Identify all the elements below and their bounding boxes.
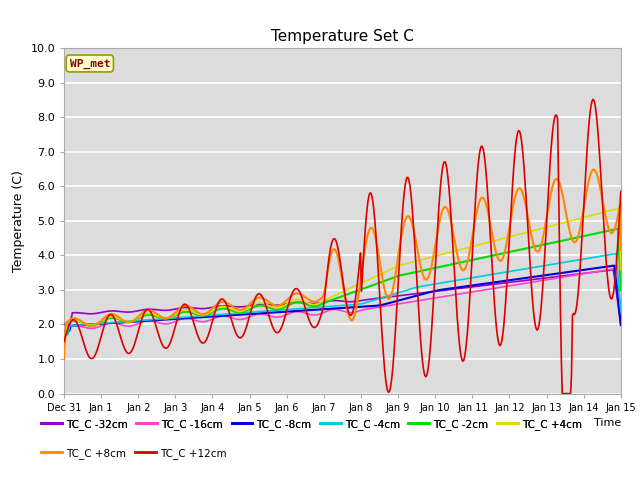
Legend: TC_C +8cm, TC_C +12cm: TC_C +8cm, TC_C +12cm	[37, 444, 230, 463]
Line: TC_C -2cm: TC_C -2cm	[64, 229, 621, 331]
Text: WP_met: WP_met	[70, 59, 110, 69]
TC_C -8cm	[617, 322, 625, 328]
TC_C +8cm	[60, 356, 68, 362]
Line: TC_C -4cm: TC_C -4cm	[64, 253, 621, 335]
TC_C +12cm	[479, 146, 487, 152]
TC_C +12cm	[204, 335, 211, 341]
TC_C -2cm	[617, 288, 625, 293]
TC_C -16cm	[432, 295, 440, 301]
TC_C +12cm	[432, 255, 440, 261]
TC_C -32cm	[479, 283, 487, 288]
TC_C -32cm	[617, 322, 625, 327]
TC_C -8cm	[479, 281, 487, 287]
TC_C -2cm	[204, 312, 211, 318]
TC_C -8cm	[432, 288, 440, 294]
TC_C -2cm	[479, 255, 487, 261]
TC_C -2cm	[60, 328, 68, 334]
Title: Temperature Set C: Temperature Set C	[271, 29, 414, 44]
TC_C -4cm	[479, 273, 487, 279]
TC_C +4cm	[479, 241, 487, 247]
TC_C +4cm	[159, 315, 166, 321]
Legend: TC_C -32cm, TC_C -16cm, TC_C -8cm, TC_C -4cm, TC_C -2cm, TC_C +4cm: TC_C -32cm, TC_C -16cm, TC_C -8cm, TC_C …	[37, 415, 586, 434]
TC_C -8cm	[312, 307, 320, 312]
TC_C -8cm	[60, 328, 68, 334]
TC_C -4cm	[612, 251, 620, 256]
TC_C +4cm	[60, 339, 68, 345]
Y-axis label: Temperature (C): Temperature (C)	[12, 170, 25, 272]
Line: TC_C -16cm: TC_C -16cm	[64, 268, 621, 335]
TC_C -16cm	[617, 315, 625, 321]
TC_C -2cm	[159, 315, 166, 321]
TC_C -16cm	[159, 321, 166, 326]
TC_C +4cm	[204, 311, 211, 317]
TC_C +4cm	[617, 267, 625, 273]
TC_C -4cm	[312, 305, 320, 311]
TC_C +8cm	[432, 240, 440, 245]
TC_C +12cm	[589, 96, 596, 102]
TC_C -8cm	[159, 317, 166, 323]
TC_C -2cm	[432, 265, 440, 271]
Line: TC_C +12cm: TC_C +12cm	[64, 99, 621, 394]
Line: TC_C -32cm: TC_C -32cm	[64, 270, 621, 324]
TC_C +12cm	[617, 189, 625, 194]
TC_C +8cm	[204, 310, 211, 316]
TC_C +8cm	[479, 195, 487, 201]
TC_C +8cm	[388, 289, 396, 295]
TC_C -2cm	[312, 303, 320, 309]
TC_C +8cm	[617, 247, 625, 253]
TC_C +12cm	[558, 391, 566, 396]
TC_C -4cm	[432, 281, 440, 287]
TC_C -4cm	[159, 316, 166, 322]
TC_C +12cm	[388, 372, 396, 378]
Line: TC_C +8cm: TC_C +8cm	[64, 169, 621, 359]
TC_C -32cm	[388, 294, 396, 300]
TC_C +8cm	[312, 299, 320, 304]
TC_C -16cm	[60, 332, 68, 338]
TC_C -32cm	[432, 288, 440, 294]
TC_C -4cm	[60, 332, 68, 338]
TC_C +4cm	[312, 301, 320, 307]
TC_C -8cm	[204, 314, 211, 320]
TC_C +4cm	[388, 266, 396, 272]
TC_C -2cm	[614, 226, 622, 232]
TC_C -32cm	[312, 300, 320, 306]
TC_C -16cm	[312, 312, 320, 318]
TC_C +12cm	[312, 324, 320, 330]
TC_C -16cm	[479, 287, 487, 293]
TC_C -32cm	[60, 322, 68, 327]
TC_C +12cm	[60, 339, 68, 345]
TC_C +12cm	[159, 342, 166, 348]
TC_C +4cm	[615, 205, 623, 211]
Line: TC_C -8cm: TC_C -8cm	[64, 265, 621, 331]
TC_C -4cm	[204, 312, 211, 318]
TC_C +8cm	[590, 167, 598, 172]
TC_C -4cm	[388, 292, 396, 298]
TC_C -16cm	[613, 265, 621, 271]
Text: Time: Time	[593, 418, 621, 428]
TC_C -4cm	[617, 309, 625, 314]
TC_C +4cm	[432, 253, 440, 259]
TC_C -32cm	[204, 305, 211, 311]
TC_C -8cm	[388, 300, 396, 305]
TC_C -16cm	[204, 318, 211, 324]
TC_C -32cm	[609, 267, 617, 273]
TC_C -16cm	[388, 302, 396, 308]
TC_C -8cm	[611, 263, 618, 268]
TC_C -32cm	[159, 307, 166, 313]
TC_C +8cm	[159, 314, 166, 320]
Line: TC_C +4cm: TC_C +4cm	[64, 208, 621, 342]
TC_C -2cm	[388, 275, 396, 281]
